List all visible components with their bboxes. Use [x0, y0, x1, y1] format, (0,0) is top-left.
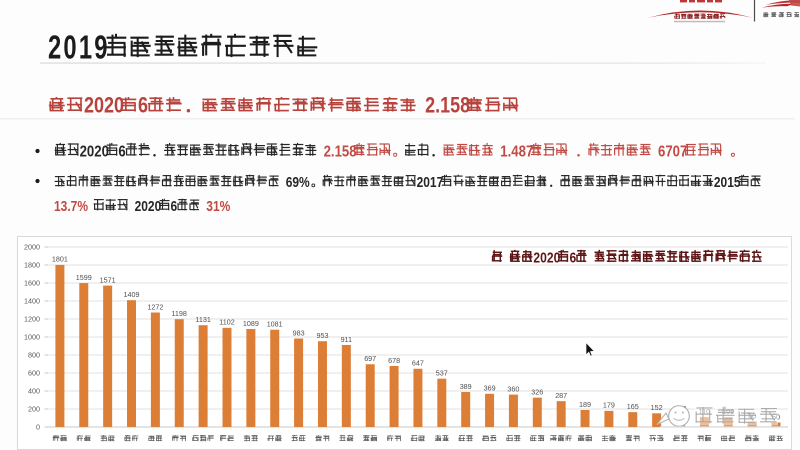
svg-text:600: 600 — [28, 369, 40, 378]
svg-text:165: 165 — [627, 402, 639, 411]
svg-text:13.7%: 13.7% — [54, 198, 88, 214]
svg-text:1089: 1089 — [243, 319, 259, 328]
svg-text:1600: 1600 — [24, 279, 40, 288]
svg-text:2020: 2020 — [80, 143, 109, 160]
svg-text:6: 6 — [570, 250, 577, 266]
svg-text:2020: 2020 — [533, 250, 560, 266]
svg-text:31%: 31% — [206, 198, 230, 214]
svg-text:537: 537 — [436, 369, 448, 378]
svg-text:1.487: 1.487 — [500, 143, 533, 160]
svg-text:1081: 1081 — [267, 320, 283, 329]
svg-text:189: 189 — [579, 400, 591, 409]
svg-text:678: 678 — [388, 356, 400, 365]
svg-text:1131: 1131 — [195, 315, 210, 324]
svg-text:1409: 1409 — [124, 290, 140, 299]
svg-text:2019: 2019 — [48, 30, 110, 67]
svg-text:369: 369 — [484, 384, 496, 393]
svg-text:6707: 6707 — [658, 143, 687, 160]
svg-text:389: 389 — [460, 382, 472, 391]
svg-text:983: 983 — [293, 328, 305, 337]
svg-text:1571: 1571 — [100, 275, 116, 284]
svg-text:6: 6 — [138, 94, 148, 118]
svg-text:200: 200 — [28, 405, 40, 414]
svg-text:2.158: 2.158 — [425, 94, 470, 118]
svg-text:6: 6 — [171, 198, 178, 214]
svg-text:2017: 2017 — [417, 174, 444, 190]
svg-text:6: 6 — [118, 143, 125, 160]
svg-text:2020: 2020 — [135, 198, 162, 214]
svg-text:1000: 1000 — [24, 333, 40, 342]
svg-text:1200: 1200 — [24, 315, 40, 324]
svg-text:2015: 2015 — [714, 174, 741, 190]
svg-text:2000: 2000 — [24, 243, 40, 252]
svg-text:647: 647 — [412, 359, 424, 368]
svg-text:152: 152 — [651, 403, 663, 412]
svg-text:1800: 1800 — [24, 261, 40, 270]
svg-text:1801: 1801 — [52, 255, 68, 264]
svg-text:1599: 1599 — [76, 273, 92, 282]
svg-text:1198: 1198 — [171, 309, 186, 318]
svg-text:1272: 1272 — [147, 302, 163, 311]
svg-text:0: 0 — [36, 423, 40, 432]
svg-text:911: 911 — [341, 335, 352, 344]
svg-text:400: 400 — [28, 387, 40, 396]
svg-text:697: 697 — [364, 354, 376, 363]
svg-text:2020: 2020 — [84, 94, 124, 118]
svg-text:326: 326 — [531, 388, 543, 397]
svg-text:69%: 69% — [286, 174, 310, 190]
svg-text:1102: 1102 — [219, 318, 234, 327]
svg-text:953: 953 — [317, 331, 329, 340]
svg-text:360: 360 — [507, 384, 519, 393]
svg-text:287: 287 — [555, 391, 567, 400]
svg-text:800: 800 — [28, 351, 40, 360]
svg-text:2.158: 2.158 — [324, 143, 357, 160]
svg-text:1400: 1400 — [24, 297, 40, 306]
svg-text:179: 179 — [603, 401, 615, 410]
